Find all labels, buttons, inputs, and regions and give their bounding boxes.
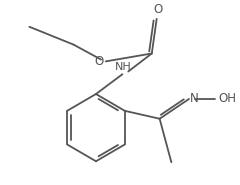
Text: OH: OH xyxy=(219,92,237,105)
Text: O: O xyxy=(94,55,103,68)
Text: NH: NH xyxy=(115,62,132,72)
Text: N: N xyxy=(190,92,198,105)
Text: O: O xyxy=(153,3,162,16)
